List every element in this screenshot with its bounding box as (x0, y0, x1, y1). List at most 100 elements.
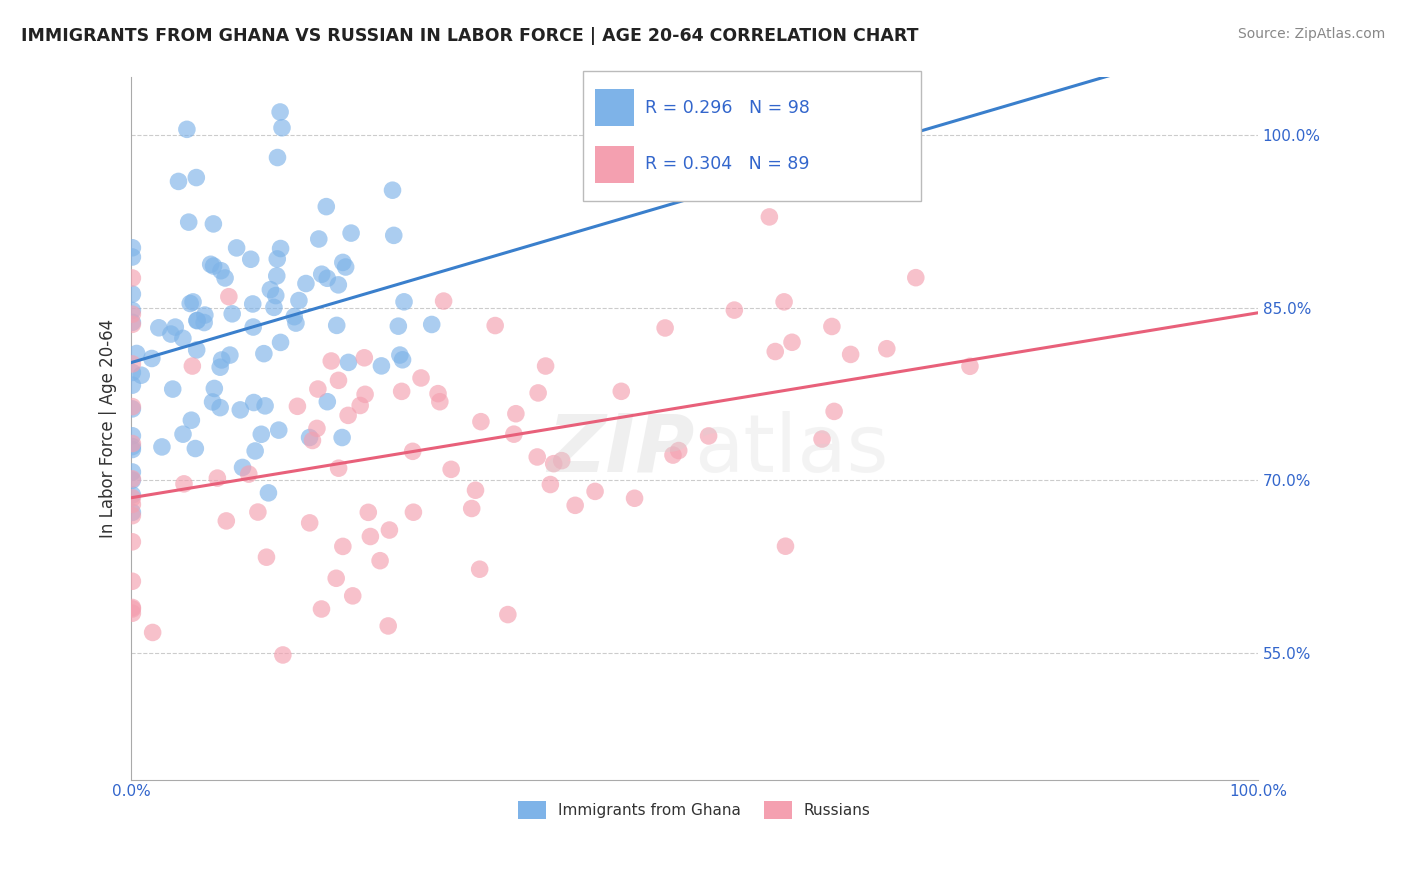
Point (354, 387, 377, 401)
Point (337, 355, 360, 369)
Point (321, 354, 343, 368)
Point (378, 523, 401, 537)
Point (429, 394, 451, 409)
Point (121, 250, 143, 264)
Point (121, 497, 143, 511)
Point (121, 600, 143, 615)
Point (121, 442, 143, 457)
Point (150, 440, 173, 454)
Point (583, 484, 606, 499)
Point (284, 316, 307, 330)
Point (207, 471, 229, 485)
Point (564, 499, 586, 513)
Text: Source: ZipAtlas.com: Source: ZipAtlas.com (1237, 27, 1385, 41)
Point (391, 352, 413, 367)
Point (209, 401, 232, 415)
Point (823, 404, 845, 418)
Point (121, 602, 143, 616)
Point (121, 357, 143, 371)
Point (270, 242, 292, 256)
Point (409, 371, 432, 385)
Point (181, 294, 204, 309)
Point (503, 427, 526, 442)
Point (121, 315, 143, 329)
Point (186, 313, 208, 327)
Point (382, 228, 405, 243)
Point (172, 427, 194, 442)
Point (723, 303, 745, 318)
Point (526, 450, 548, 464)
Point (811, 432, 834, 446)
Point (610, 384, 633, 399)
Point (402, 505, 425, 519)
Point (337, 409, 360, 423)
Point (402, 444, 425, 458)
Point (328, 373, 350, 387)
Point (266, 252, 288, 266)
Point (202, 381, 225, 395)
Point (307, 382, 329, 396)
Point (505, 407, 527, 421)
Point (368, 554, 391, 568)
Point (662, 448, 685, 462)
Point (839, 347, 862, 361)
Point (173, 476, 195, 491)
Point (876, 342, 898, 356)
Point (460, 501, 482, 516)
Point (121, 574, 143, 589)
Point (121, 488, 143, 502)
Text: IMMIGRANTS FROM GHANA VS RUSSIAN IN LABOR FORCE | AGE 20-64 CORRELATION CHART: IMMIGRANTS FROM GHANA VS RUSSIAN IN LABO… (21, 27, 918, 45)
Point (271, 648, 294, 662)
Point (295, 277, 318, 291)
Legend: Immigrants from Ghana, Russians: Immigrants from Ghana, Russians (512, 795, 877, 824)
Point (221, 307, 243, 321)
Point (305, 421, 328, 435)
Point (484, 318, 506, 333)
Point (121, 429, 143, 443)
Point (668, 443, 690, 458)
Point (121, 241, 143, 255)
Point (121, 303, 143, 318)
Point (440, 462, 463, 476)
Point (325, 318, 347, 333)
Point (172, 331, 194, 345)
Point (209, 360, 232, 375)
Point (308, 232, 330, 246)
Text: R = 0.304   N = 89: R = 0.304 N = 89 (645, 155, 810, 173)
Point (288, 293, 311, 308)
Point (271, 120, 294, 135)
Point (184, 442, 207, 456)
Point (215, 514, 238, 528)
Point (214, 271, 236, 285)
Point (232, 460, 254, 475)
Point (148, 320, 170, 334)
Point (311, 267, 333, 281)
Point (202, 259, 225, 273)
Point (194, 308, 217, 322)
Point (654, 321, 676, 335)
Point (250, 427, 273, 442)
Point (121, 534, 143, 549)
Point (420, 318, 443, 332)
Point (121, 472, 143, 486)
Point (200, 257, 222, 271)
Point (316, 271, 339, 285)
Point (121, 508, 143, 523)
Point (121, 436, 143, 450)
Point (904, 270, 927, 285)
Point (388, 348, 411, 362)
Point (470, 415, 492, 429)
Point (263, 301, 285, 315)
Point (238, 467, 260, 482)
Point (325, 571, 347, 585)
Point (330, 430, 353, 444)
Point (142, 625, 165, 640)
Point (121, 465, 143, 479)
Text: ZIP: ZIP (547, 410, 695, 489)
Text: atlas: atlas (695, 410, 889, 489)
Point (121, 271, 143, 285)
Point (121, 318, 143, 332)
Point (269, 105, 291, 120)
Point (335, 260, 357, 274)
Point (283, 310, 305, 324)
